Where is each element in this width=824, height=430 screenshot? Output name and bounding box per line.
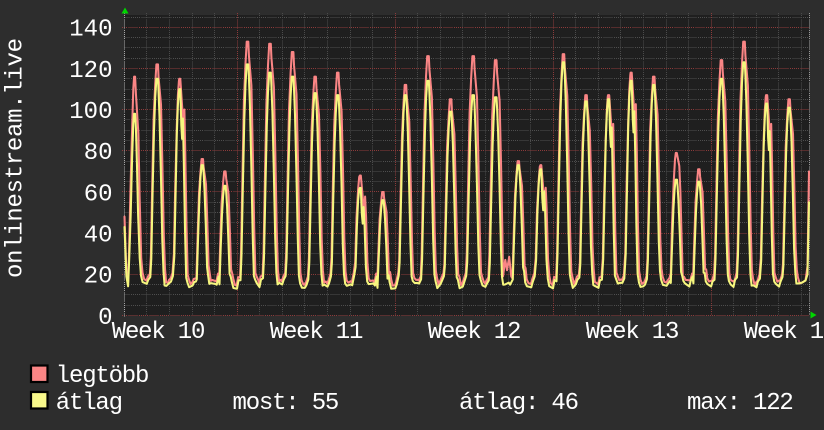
svg-text:80: 80 — [84, 140, 113, 167]
svg-text:Week 14: Week 14 — [744, 319, 824, 346]
svg-text:legtöbb: legtöbb — [56, 363, 148, 390]
svg-text:40: 40 — [84, 222, 113, 249]
svg-text:20: 20 — [84, 264, 113, 291]
svg-text:Week 10: Week 10 — [112, 319, 204, 346]
svg-text:100: 100 — [69, 99, 112, 126]
svg-text:max: 122: max: 122 — [687, 390, 793, 417]
svg-text:átlag: átlag — [56, 390, 122, 417]
svg-text:60: 60 — [84, 181, 113, 208]
svg-text:Week 11: Week 11 — [270, 319, 363, 346]
svg-text:átlag: 46: átlag: 46 — [459, 390, 578, 417]
svg-text:120: 120 — [69, 58, 112, 85]
svg-text:Week 12: Week 12 — [428, 319, 520, 346]
svg-text:Week 13: Week 13 — [586, 319, 678, 346]
svg-text:most: 55: most: 55 — [233, 390, 339, 417]
svg-text:140: 140 — [69, 17, 112, 44]
svg-text:0: 0 — [98, 305, 112, 332]
svg-text:onlinestream.live: onlinestream.live — [3, 38, 30, 278]
